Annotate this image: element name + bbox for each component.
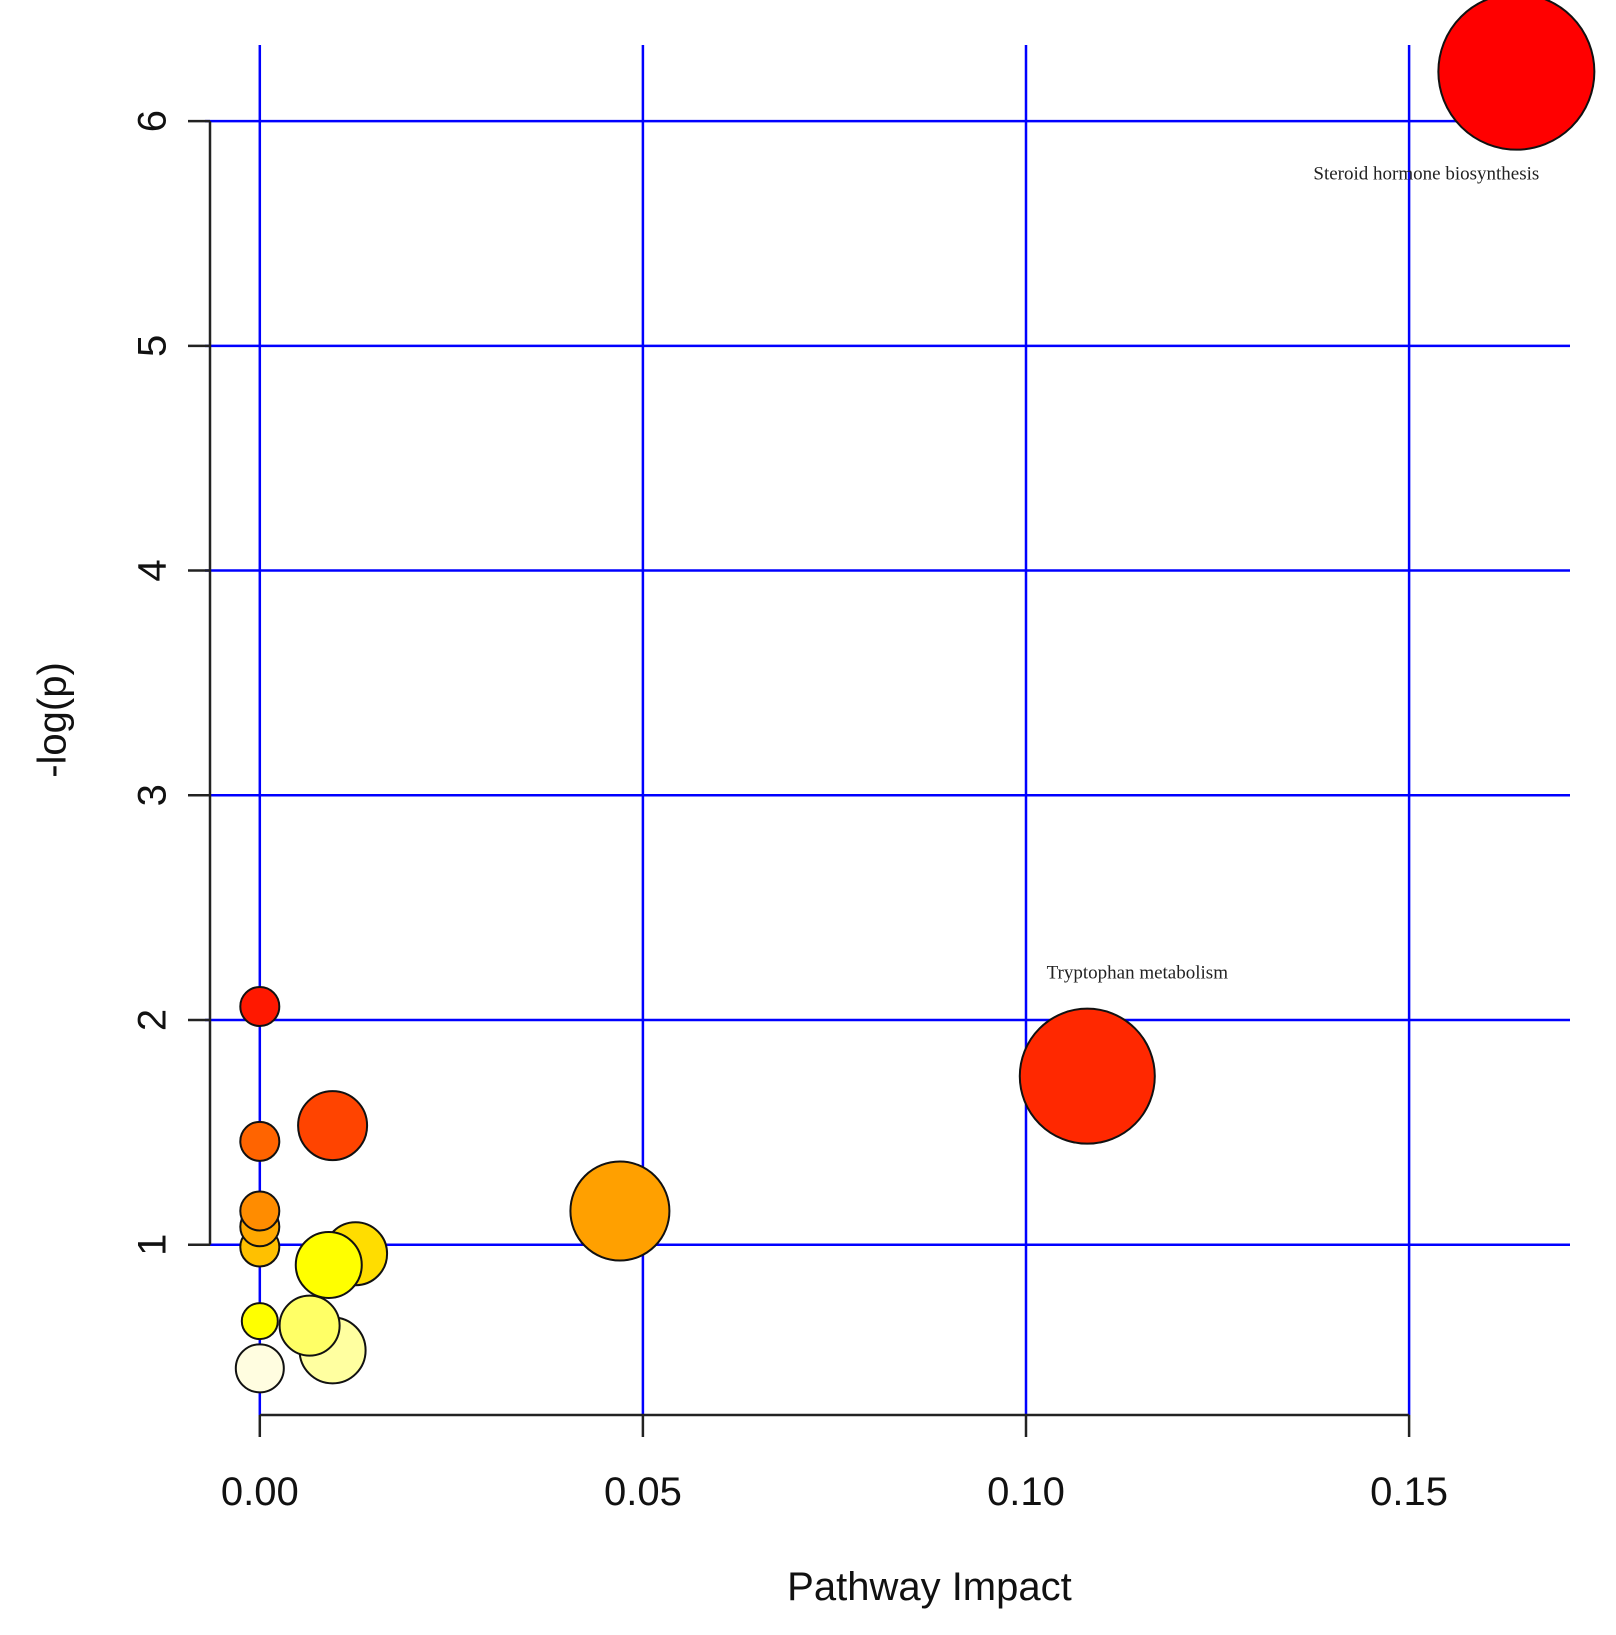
data-point-2 bbox=[278, 1294, 341, 1357]
y-tick-label-2: 3 bbox=[131, 784, 175, 806]
data-point-10 bbox=[297, 1090, 369, 1162]
data-point-0 bbox=[234, 1343, 285, 1394]
data-point-5 bbox=[294, 1230, 363, 1299]
point-label-14: Steroid hormone biosynthesis bbox=[1313, 164, 1539, 185]
data-point-8 bbox=[239, 1190, 281, 1232]
tick-labels: 0.00 0.05 0.10 0.15 1 2 3 4 5 6 bbox=[131, 110, 1448, 1514]
data-point-9 bbox=[239, 1120, 281, 1162]
point-label-13: Tryptophan metabolism bbox=[1047, 963, 1229, 984]
y-tick-label-1: 2 bbox=[131, 1009, 175, 1031]
grid-lines bbox=[205, 45, 1570, 1415]
x-tick-label-2: 0.10 bbox=[987, 1470, 1065, 1514]
data-point-14 bbox=[1437, 0, 1596, 151]
y-tick-label-4: 5 bbox=[131, 335, 175, 357]
y-tick-label-5: 6 bbox=[131, 110, 175, 132]
data-point-11 bbox=[239, 986, 281, 1028]
x-axis-title: Pathway Impact bbox=[787, 1565, 1072, 1609]
point-annotations: Tryptophan metabolism Steroid hormone bio… bbox=[1047, 164, 1540, 984]
y-tick-label-3: 4 bbox=[131, 559, 175, 581]
data-points bbox=[234, 0, 1596, 1394]
data-point-3 bbox=[240, 1302, 279, 1341]
axes bbox=[188, 119, 1411, 1437]
x-tick-label-1: 0.05 bbox=[604, 1470, 682, 1514]
data-point-13 bbox=[1018, 1007, 1156, 1145]
data-point-12 bbox=[569, 1160, 671, 1262]
y-tick-label-0: 1 bbox=[131, 1234, 175, 1256]
y-axis-title: -log(p) bbox=[31, 662, 75, 778]
x-tick-label-3: 0.15 bbox=[1370, 1470, 1448, 1514]
x-tick-label-0: 0.00 bbox=[221, 1470, 299, 1514]
